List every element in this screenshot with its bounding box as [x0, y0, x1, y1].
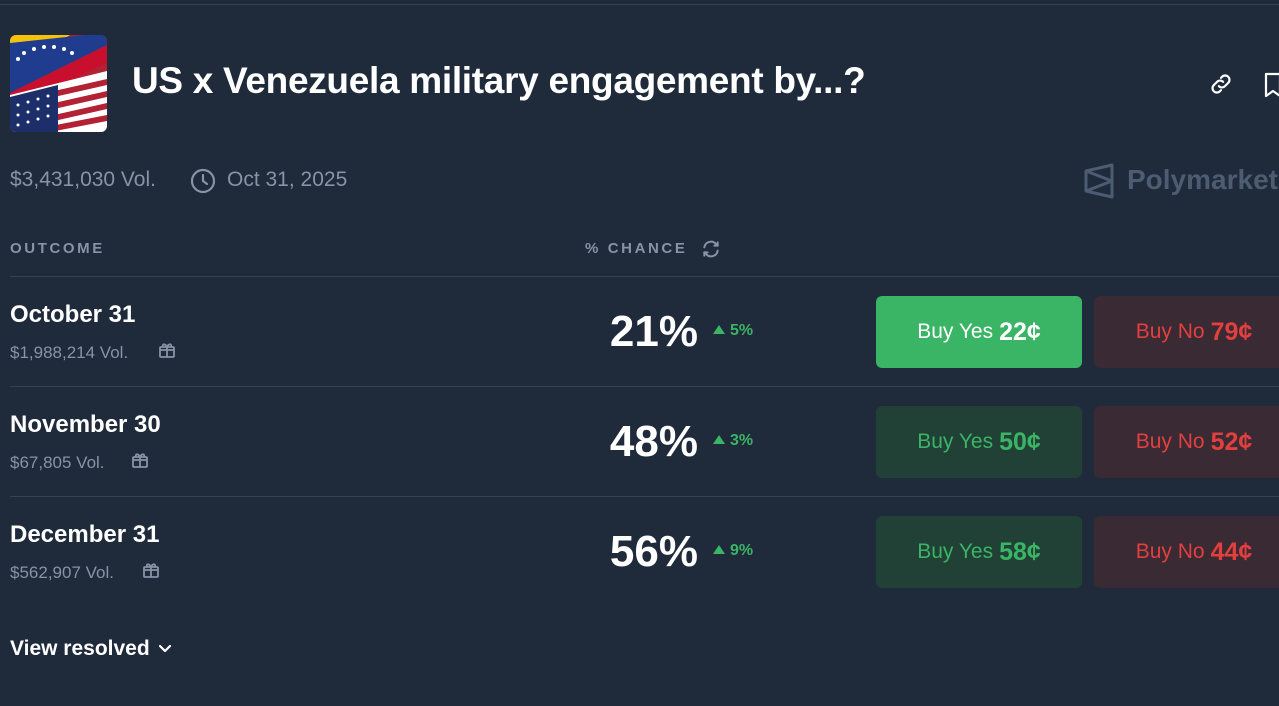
link-icon[interactable] [1208, 71, 1234, 97]
outcome-row: December 31 $562,907 Vol. 56% 9% Buy Yes… [0, 497, 1279, 607]
outcome-change: 5% [713, 322, 753, 340]
buy-yes-button[interactable]: Buy Yes 58¢ [876, 516, 1082, 588]
buy-no-button[interactable]: Buy No 44¢ [1094, 516, 1279, 588]
bookmark-icon[interactable] [1263, 71, 1279, 99]
market-flag-image [10, 35, 107, 132]
row-divider [10, 386, 1279, 387]
outcome-row: November 30 $67,805 Vol. 48% 3% Buy Yes 5… [0, 387, 1279, 497]
market-end-date: Oct 31, 2025 [227, 168, 348, 191]
outcome-change: 3% [713, 432, 753, 450]
column-header-chance: % CHANCE [585, 240, 688, 257]
column-header-outcome: OUTCOME [10, 240, 105, 257]
market-volume: $3,431,030 Vol. [10, 168, 156, 191]
chevron-down-icon [156, 639, 174, 657]
buy-yes-button[interactable]: Buy Yes 22¢ [876, 296, 1082, 368]
outcome-name: October 31 [10, 301, 136, 328]
table-divider [10, 276, 1279, 277]
outcome-chance: 48% [609, 417, 698, 466]
buy-no-button[interactable]: Buy No 52¢ [1094, 406, 1279, 478]
clock-icon [190, 168, 216, 194]
triangle-up-icon [713, 545, 725, 554]
outcome-name: December 31 [10, 521, 160, 548]
triangle-up-icon [713, 435, 725, 444]
row-divider [10, 496, 1279, 497]
triangle-up-icon [713, 325, 725, 334]
outcome-name: November 30 [10, 411, 161, 438]
view-resolved-label: View resolved [10, 637, 150, 660]
outcome-volume: $562,907 Vol. [10, 563, 114, 582]
top-divider [0, 4, 1279, 5]
outcome-volume: $67,805 Vol. [10, 453, 105, 472]
buy-no-button[interactable]: Buy No 79¢ [1094, 296, 1279, 368]
market-title: US x Venezuela military engagement by...… [132, 60, 866, 101]
outcome-chance: 21% [609, 307, 698, 356]
gift-icon[interactable] [131, 451, 149, 469]
polymarket-brand: Polymarket [1127, 164, 1278, 195]
outcome-row: October 31 $1,988,214 Vol. 21% 5% Buy Ye… [0, 277, 1279, 387]
outcome-change: 9% [713, 542, 753, 560]
view-resolved-toggle[interactable]: View resolved [10, 637, 174, 661]
outcome-volume: $1,988,214 Vol. [10, 343, 129, 362]
buy-yes-button[interactable]: Buy Yes 50¢ [876, 406, 1082, 478]
refresh-icon[interactable] [701, 239, 721, 259]
gift-icon[interactable] [142, 561, 160, 579]
gift-icon[interactable] [158, 341, 176, 359]
outcome-chance: 56% [609, 527, 698, 576]
polymarket-logo-icon [1083, 163, 1115, 199]
